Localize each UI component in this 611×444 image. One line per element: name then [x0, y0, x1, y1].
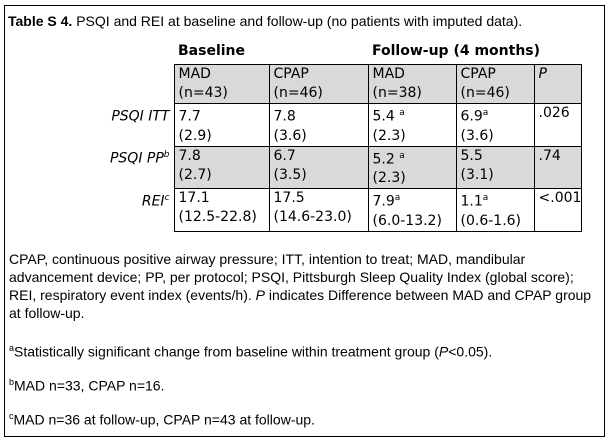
row-label: PSQI ITT	[111, 108, 170, 125]
subheader-cell: CPAP (n=46)	[268, 64, 369, 104]
table-cell: 1.1a (0.6-1.6)	[455, 188, 535, 232]
table-cell: 6.9a (3.6)	[455, 103, 535, 147]
table-frame	[4, 5, 605, 437]
table-cell: 17.5 (14.6-23.0)	[268, 188, 369, 232]
row-label: PSQI PPb	[9, 146, 174, 189]
footnote-c: cMAD n=36 at follow-up, CPAP n=43 at fol…	[9, 411, 315, 428]
table-row: PSQI ITT 7.7 (2.9) 7.8 (3.6) 5.4 a (2.3) 6.…	[9, 103, 582, 147]
group-followup: Follow-up (4 months)	[372, 43, 541, 59]
table-cell: .026	[533, 103, 582, 147]
table-cell: 5.4 a (2.3)	[367, 103, 457, 147]
subheader-cell: P	[533, 64, 582, 104]
table-cell: .74	[533, 145, 582, 190]
subheader-row: MAD (n=43) CPAP (n=46) MAD (n=38) CPAP (n=46…	[9, 64, 582, 104]
table-cell: 7.9a (6.0-13.2)	[367, 188, 457, 232]
group-baseline: Baseline	[178, 43, 246, 59]
table-cell: 7.7 (2.9)	[173, 103, 270, 147]
row-label: REIc	[141, 192, 170, 210]
caption-label: Table S 4.	[8, 13, 73, 29]
subheader-cell: MAD (n=38)	[367, 64, 457, 104]
table-cell: 7.8 (2.7)	[173, 145, 270, 190]
results-table: Baseline Follow-up (4 months) MAD (n=43) …	[9, 42, 582, 232]
table-cell: 7.8 (3.6)	[268, 103, 369, 147]
table-row: PSQI PPb 7.8 (2.7) 6.7 (3.5) 5.2 a (2.3) 5.…	[9, 145, 582, 190]
table-cell: 17.1 (12.5-22.8)	[173, 188, 270, 232]
table-cell: 5.2 a (2.3)	[367, 145, 457, 190]
subheader-cell: MAD (n=43)	[173, 64, 270, 104]
group-header-row: Baseline Follow-up (4 months)	[9, 42, 581, 65]
subheader-cell: CPAP (n=46)	[455, 64, 535, 104]
table-cell: 6.7 (3.5)	[268, 145, 369, 190]
footnote-b: bMAD n=33, CPAP n=16.	[9, 377, 165, 394]
caption-text: PSQI and REI at baseline and follow-up (…	[72, 13, 523, 29]
table-caption: Table S 4. PSQI and REI at baseline and …	[8, 13, 522, 29]
table-row: REIc 17.1 (12.5-22.8) 17.5 (14.6-23.0) 7.9…	[9, 188, 582, 232]
abbreviations-note: CPAP, continuous positive airway pressur…	[9, 251, 592, 321]
footnote-a: aStatistically significant change from b…	[9, 343, 493, 360]
table-cell: 5.5 (3.1)	[455, 145, 535, 190]
table-cell: <.001	[533, 188, 582, 232]
